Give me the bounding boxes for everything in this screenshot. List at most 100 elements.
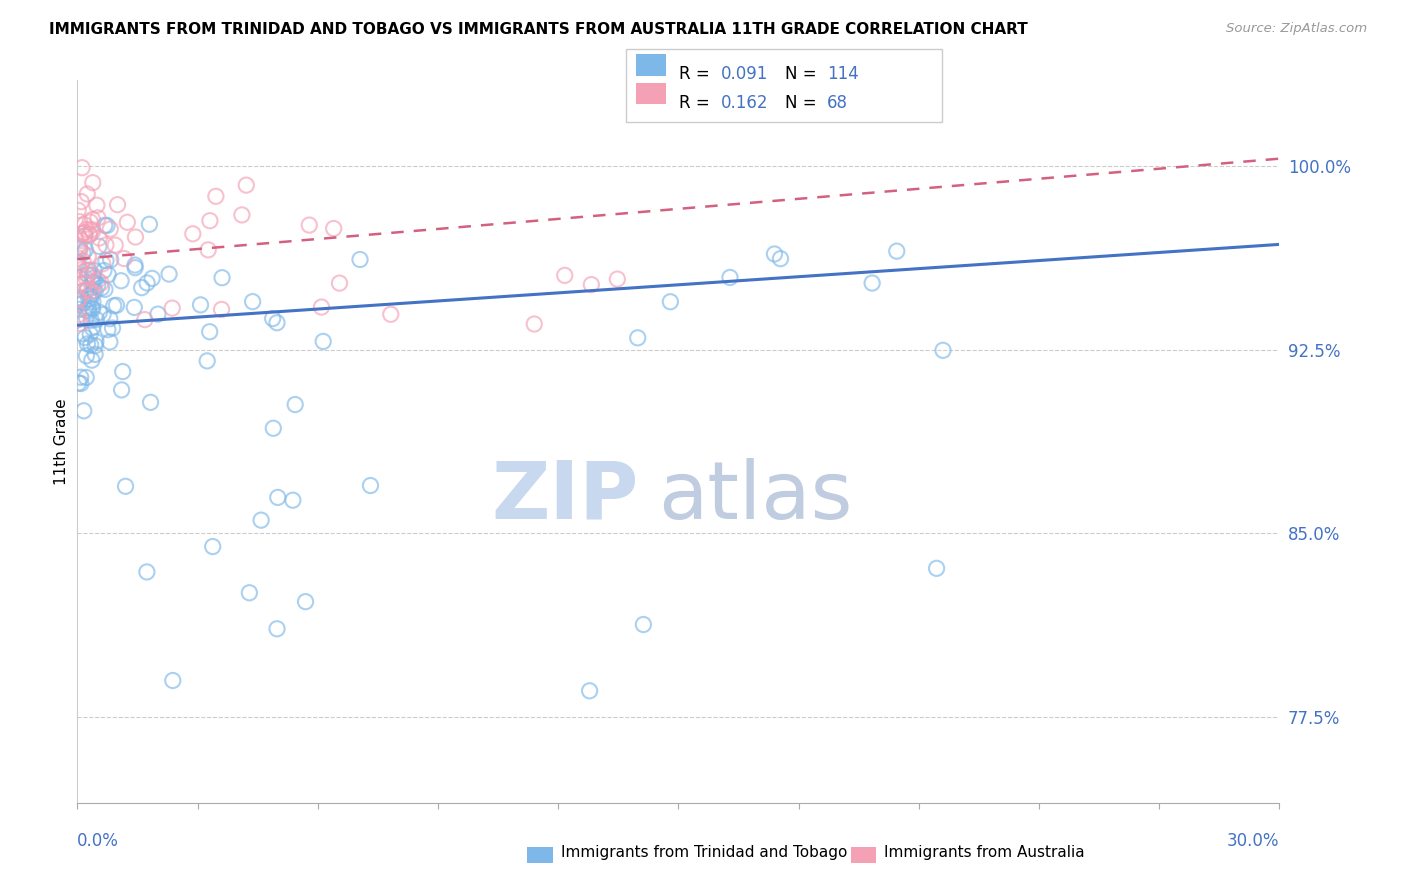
Point [198,325,221,339]
Point [80,313,103,327]
Point [79,227,101,242]
Point [70,227,93,241]
Point [146,307,169,321]
Point [75,303,97,318]
Point [82,294,104,309]
Point [70,161,93,175]
Point [82,212,104,227]
Point [93,219,115,233]
Point [242,294,264,309]
Point [80,338,103,352]
Point [124,260,146,275]
Point [84,285,107,299]
Point [82,301,104,315]
Text: 0.091: 0.091 [721,65,769,83]
Point [77,301,100,315]
Point [84,338,107,352]
Point [101,321,124,335]
Point [157,267,180,281]
Point [606,272,628,286]
Point [76,268,98,282]
Point [718,270,741,285]
Point [66,251,89,265]
Point [554,268,576,283]
Point [73,229,96,244]
Point [67,293,90,308]
Point [238,586,260,600]
Point [70,194,93,209]
Point [69,241,91,255]
Point [72,246,94,260]
Point [98,334,121,349]
Point [111,365,134,379]
Point [67,376,90,390]
Point [82,321,104,335]
Point [66,292,89,306]
Point [110,274,132,288]
Point [267,491,290,505]
Point [266,316,288,330]
Point [124,258,146,272]
Point [281,493,304,508]
Point [633,617,655,632]
Point [266,622,288,636]
Point [72,254,94,268]
Point [97,268,120,282]
Point [75,243,97,257]
Point [75,330,97,344]
Point [82,224,104,238]
Text: Source: ZipAtlas.com: Source: ZipAtlas.com [1226,22,1367,36]
Point [198,213,221,227]
Text: 30.0%: 30.0% [1227,832,1279,850]
Point [84,334,107,349]
Text: atlas: atlas [658,458,852,536]
Point [76,186,98,201]
Point [87,278,110,293]
Point [82,268,104,282]
Point [75,370,97,384]
Point [75,263,97,277]
Point [94,282,117,296]
Point [76,337,98,351]
Point [262,311,284,326]
Text: 0.0%: 0.0% [77,832,120,850]
Point [349,252,371,267]
Point [73,404,96,418]
Point [262,421,284,435]
Point [69,317,91,331]
Point [69,370,91,384]
Point [98,222,121,236]
Point [77,249,100,263]
Point [90,281,112,295]
Point [79,327,101,342]
Point [70,376,93,391]
Text: R =: R = [679,65,716,83]
Point [235,178,257,193]
Text: R =: R = [679,94,716,112]
Point [66,297,89,311]
Point [195,354,218,368]
Point [67,270,90,285]
Point [76,268,98,282]
Point [205,189,228,203]
Point [83,271,105,285]
Point [322,221,344,235]
Point [80,275,103,289]
Point [97,323,120,337]
Point [181,227,204,241]
Point [87,273,110,287]
Point [69,215,91,229]
Point [82,301,104,316]
Point [91,308,114,322]
Point [82,284,104,298]
Point [69,277,91,291]
Point [66,256,89,270]
Point [298,218,321,232]
Point [76,284,98,298]
Point [77,292,100,306]
Point [80,284,103,298]
Point [769,252,792,266]
Point [105,298,128,312]
Point [79,292,101,306]
Point [112,252,135,266]
